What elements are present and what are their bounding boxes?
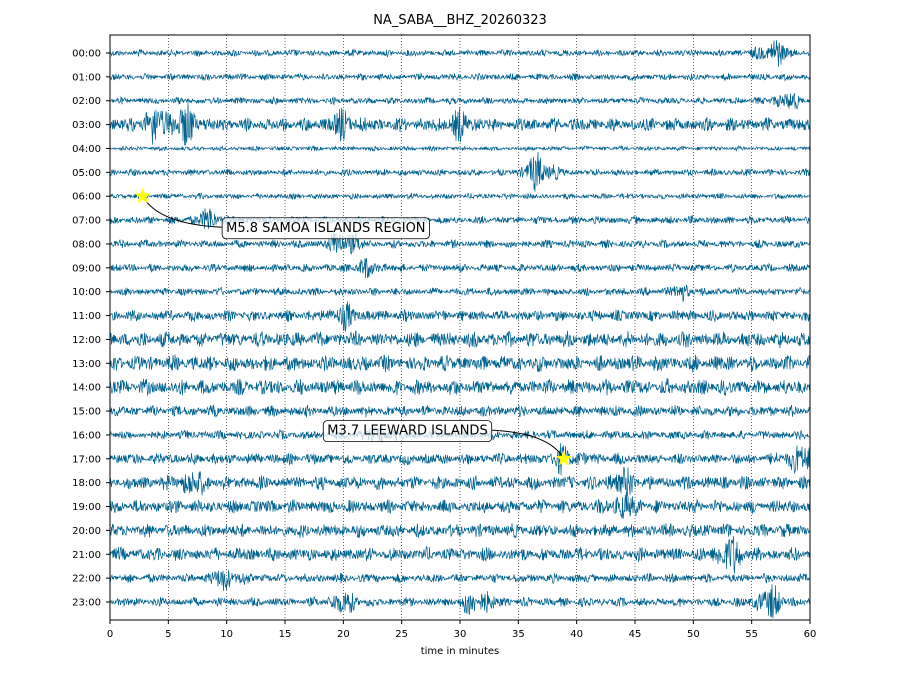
trace-line [109, 72, 811, 82]
trace-line [109, 257, 811, 279]
x-tick-label: 10 [220, 629, 233, 640]
row-label: 01:00 [72, 72, 101, 83]
row-label: 06:00 [72, 192, 101, 203]
trace-line [109, 494, 811, 519]
x-tick-label: 45 [629, 629, 642, 640]
row-label: 20:00 [72, 526, 101, 537]
trace-line [109, 284, 811, 303]
x-tick-label: 50 [687, 629, 700, 640]
trace-line [109, 192, 811, 201]
trace-line [109, 378, 811, 396]
x-tick-labels: 0 5 10 15 20 25 30 35 40 45 50 55 60 [107, 620, 817, 640]
x-tick-label: 55 [745, 629, 758, 640]
row-label: 19:00 [72, 502, 101, 513]
annotation-label: M5.8 SAMOA ISLANDS REGION [226, 221, 425, 236]
trace-line [109, 40, 811, 67]
trace-line [109, 523, 811, 539]
plot-frame [109, 34, 811, 621]
trace-line [109, 443, 811, 476]
row-label: 03:00 [72, 120, 101, 131]
row-label: 02:00 [72, 96, 101, 107]
row-label: 23:00 [72, 598, 101, 609]
row-label: 07:00 [72, 216, 101, 227]
y-tick-labels: 00:00 01:00 02:00 03:00 04:00 05:00 06:00 07:00… [72, 49, 110, 609]
chart-title: NA_SABA__BHZ_20260323 [373, 13, 547, 28]
row-label: 22:00 [72, 574, 101, 585]
annotation-label: M3.7 LEEWARD ISLANDS [327, 424, 487, 439]
trace-line [109, 230, 811, 256]
trace-line [109, 208, 811, 229]
annotation-box [322, 420, 493, 443]
row-label: 17:00 [72, 454, 101, 465]
x-tick-label: 60 [804, 629, 817, 640]
trace-line [109, 144, 811, 153]
row-label: 10:00 [72, 287, 101, 298]
annotation-connector [491, 429, 565, 460]
trace-line [109, 466, 811, 499]
trace-line [109, 584, 811, 619]
x-axis-label: time in minutes [421, 646, 500, 657]
row-label: 14:00 [72, 383, 101, 394]
row-label: 11:00 [72, 311, 101, 322]
trace-line [109, 330, 811, 349]
x-tick-label: 20 [337, 629, 350, 640]
row-label: 18:00 [72, 478, 101, 489]
row-label: 16:00 [72, 430, 101, 441]
x-tick-label: 0 [107, 629, 113, 640]
annotation-box [221, 217, 430, 240]
row-label: 09:00 [72, 263, 101, 274]
row-label: 08:00 [72, 239, 101, 250]
row-label: 05:00 [72, 168, 101, 179]
trace-rows [109, 40, 811, 619]
trace-line [109, 301, 811, 332]
trace-line [109, 354, 811, 373]
x-tick-label: 40 [570, 629, 583, 640]
trace-line [109, 535, 811, 574]
row-label: 12:00 [72, 335, 101, 346]
row-label: 13:00 [72, 359, 101, 370]
trace-line [109, 93, 811, 111]
trace-line [109, 101, 811, 146]
trace-line [109, 404, 811, 418]
x-tick-label: 35 [512, 629, 525, 640]
x-tick-label: 25 [395, 629, 408, 640]
x-tick-label: 30 [454, 629, 467, 640]
row-label: 00:00 [72, 49, 101, 60]
x-tick-label: 5 [165, 629, 171, 640]
event-annotations: M5.8 SAMOA ISLANDS REGION M3.7 LEEWARD IS… [134, 187, 573, 466]
trace-line [109, 151, 811, 192]
event-star-marker [555, 450, 573, 466]
row-label: 21:00 [72, 550, 101, 561]
trace-line [109, 570, 811, 591]
row-label: 04:00 [72, 144, 101, 155]
x-tick-label: 15 [279, 629, 292, 640]
event-star-marker [134, 187, 151, 204]
row-label: 15:00 [72, 407, 101, 418]
